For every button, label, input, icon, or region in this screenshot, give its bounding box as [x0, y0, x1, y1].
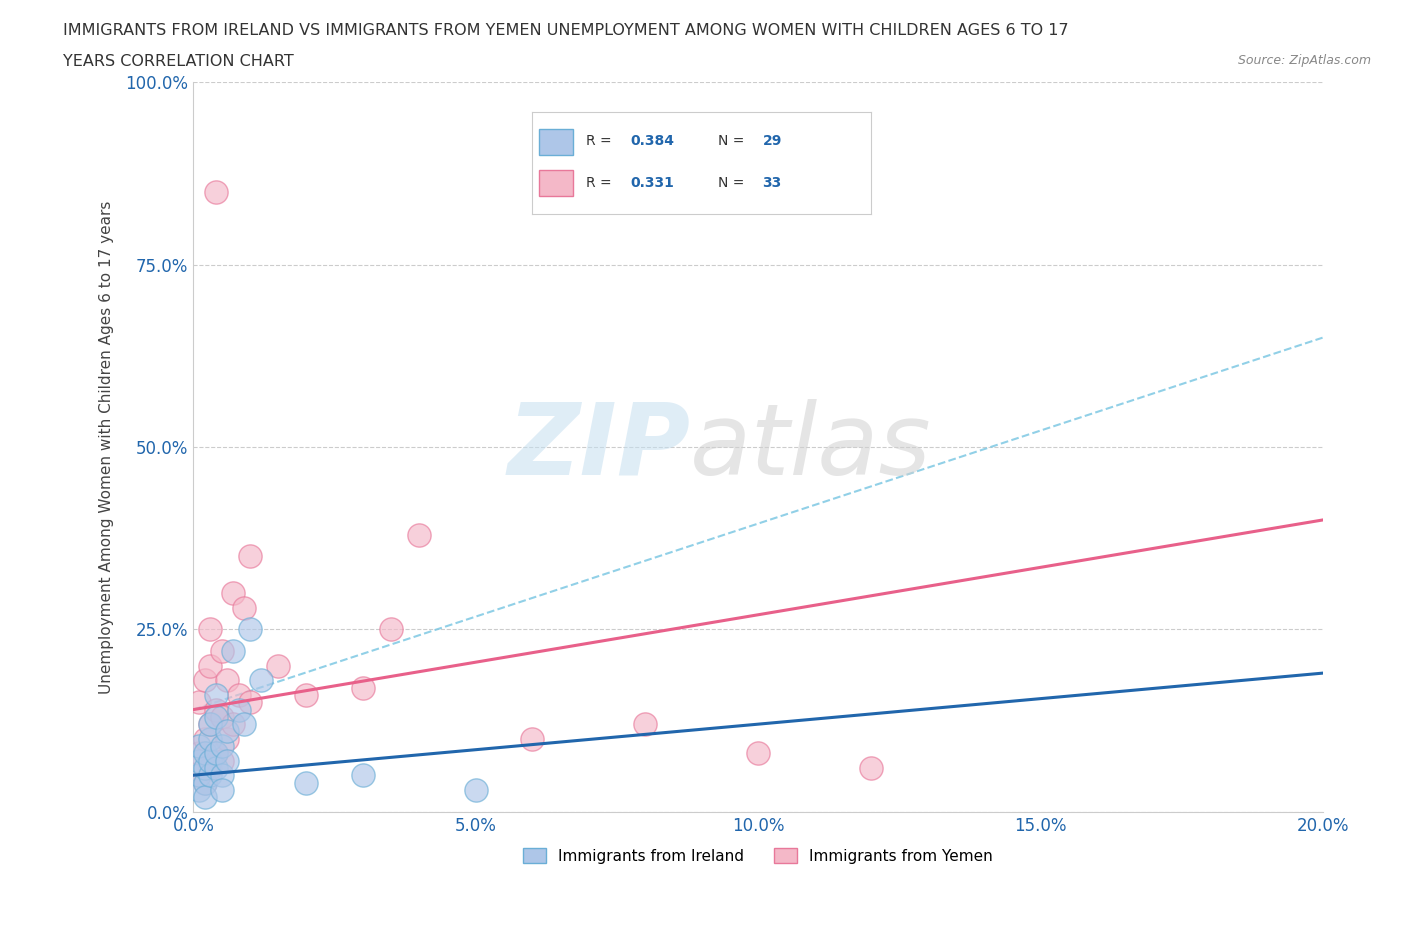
Point [194, 746, 217, 761]
Point [634, 717, 657, 732]
Point [205, 746, 228, 761]
Point [200, 731, 222, 746]
Point [250, 673, 273, 688]
Point [200, 717, 222, 732]
Point [239, 622, 262, 637]
Point [211, 644, 233, 658]
Point [205, 702, 228, 717]
Point [194, 775, 217, 790]
Point [217, 724, 239, 739]
Point [239, 695, 262, 710]
Point [228, 687, 250, 702]
Text: Source: ZipAtlas.com: Source: ZipAtlas.com [1237, 54, 1371, 67]
Point [859, 761, 882, 776]
Point [211, 710, 233, 724]
Text: atlas: atlas [690, 399, 932, 496]
Point [295, 687, 318, 702]
Point [222, 644, 245, 658]
Point [205, 746, 228, 761]
Point [188, 782, 211, 797]
Point [200, 753, 222, 768]
Point [188, 768, 211, 783]
Point [188, 738, 211, 753]
Point [211, 768, 233, 783]
Point [200, 658, 222, 673]
Point [222, 717, 245, 732]
Point [205, 184, 228, 199]
Point [747, 746, 769, 761]
Legend: Immigrants from Ireland, Immigrants from Yemen: Immigrants from Ireland, Immigrants from… [516, 842, 1000, 870]
Point [194, 790, 217, 804]
Point [188, 695, 211, 710]
Point [211, 738, 233, 753]
Point [267, 658, 290, 673]
Point [380, 622, 402, 637]
Point [200, 768, 222, 783]
Point [188, 746, 211, 761]
Point [194, 673, 217, 688]
Point [295, 775, 318, 790]
Point [205, 687, 228, 702]
Point [408, 527, 430, 542]
Point [194, 775, 217, 790]
Point [200, 717, 222, 732]
Point [211, 753, 233, 768]
Point [188, 753, 211, 768]
Point [200, 761, 222, 776]
Point [233, 717, 256, 732]
Point [464, 782, 486, 797]
Point [205, 710, 228, 724]
Point [217, 731, 239, 746]
Point [239, 549, 262, 564]
Point [228, 702, 250, 717]
Text: YEARS CORRELATION CHART: YEARS CORRELATION CHART [63, 54, 294, 69]
Point [222, 586, 245, 601]
Point [217, 753, 239, 768]
Point [211, 782, 233, 797]
Point [194, 731, 217, 746]
Point [194, 761, 217, 776]
Point [188, 768, 211, 783]
Point [520, 731, 543, 746]
Text: ZIP: ZIP [508, 399, 690, 496]
Point [217, 673, 239, 688]
Text: IMMIGRANTS FROM IRELAND VS IMMIGRANTS FROM YEMEN UNEMPLOYMENT AMONG WOMEN WITH C: IMMIGRANTS FROM IRELAND VS IMMIGRANTS FR… [63, 23, 1069, 38]
Y-axis label: Unemployment Among Women with Children Ages 6 to 17 years: Unemployment Among Women with Children A… [100, 200, 114, 694]
Point [200, 622, 222, 637]
Point [352, 680, 374, 695]
Point [205, 761, 228, 776]
Point [352, 768, 374, 783]
Point [233, 600, 256, 615]
